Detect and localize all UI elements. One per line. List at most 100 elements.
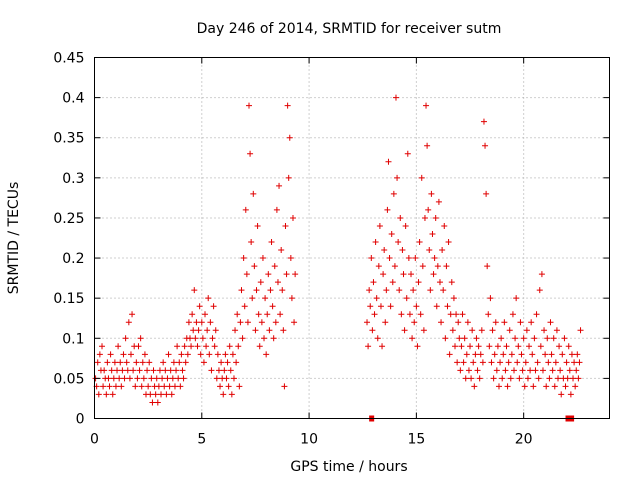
data-point xyxy=(457,367,464,374)
data-point xyxy=(264,311,271,318)
data-point xyxy=(247,150,254,157)
data-point xyxy=(171,383,178,390)
data-point xyxy=(212,327,219,334)
data-point xyxy=(562,383,569,390)
data-point xyxy=(453,311,460,318)
data-point xyxy=(207,319,214,326)
data-point xyxy=(369,327,376,334)
data-point xyxy=(415,279,422,286)
data-point xyxy=(388,230,395,237)
data-point xyxy=(248,239,255,246)
data-point xyxy=(428,190,435,197)
data-point xyxy=(485,311,492,318)
data-point xyxy=(377,303,384,310)
data-point xyxy=(561,335,568,342)
data-point xyxy=(573,367,580,374)
data-point xyxy=(132,383,139,390)
data-point xyxy=(154,399,161,406)
data-point xyxy=(575,375,582,382)
data-point xyxy=(519,367,526,374)
data-point xyxy=(375,263,382,270)
data-point xyxy=(366,287,373,294)
data-point xyxy=(549,367,556,374)
data-point xyxy=(523,327,530,334)
data-point xyxy=(205,295,212,302)
data-point xyxy=(243,271,250,278)
data-point xyxy=(536,287,543,294)
data-point xyxy=(282,222,289,229)
grid-layer xyxy=(94,57,610,419)
data-point xyxy=(448,279,455,286)
data-point xyxy=(137,335,144,342)
data-point xyxy=(167,367,174,374)
data-point xyxy=(206,351,213,358)
data-point xyxy=(447,311,454,318)
data-point xyxy=(127,351,134,358)
data-point xyxy=(489,327,496,334)
data-point xyxy=(251,263,258,270)
data-point xyxy=(553,327,560,334)
data-point xyxy=(165,351,172,358)
data-point xyxy=(134,375,141,382)
data-point xyxy=(409,335,416,342)
data-point xyxy=(372,239,379,246)
data-point xyxy=(285,174,292,181)
data-point xyxy=(150,367,157,374)
data-point xyxy=(181,343,188,350)
data-point xyxy=(124,367,131,374)
data-point xyxy=(240,255,247,262)
data-point xyxy=(491,351,498,358)
data-point xyxy=(130,367,137,374)
data-point xyxy=(427,287,434,294)
data-point xyxy=(433,303,440,310)
data-point xyxy=(566,367,573,374)
data-point xyxy=(175,375,182,382)
data-point xyxy=(454,359,461,366)
data-point xyxy=(574,351,581,358)
data-point xyxy=(144,367,151,374)
data-point xyxy=(193,319,200,326)
data-point xyxy=(364,319,371,326)
data-point xyxy=(176,359,183,366)
data-point xyxy=(272,319,279,326)
data-point xyxy=(135,343,142,350)
data-point xyxy=(508,351,515,358)
data-point xyxy=(208,367,215,374)
data-point xyxy=(465,367,472,374)
data-point xyxy=(390,190,397,197)
data-point xyxy=(109,391,116,398)
y-tick-label: 0.25 xyxy=(53,211,84,227)
data-point xyxy=(541,327,548,334)
data-point xyxy=(446,351,453,358)
data-point xyxy=(557,367,564,374)
data-point xyxy=(262,295,269,302)
data-point xyxy=(486,343,493,350)
data-point xyxy=(471,383,478,390)
data-point xyxy=(495,383,502,390)
y-tick-label: 0.1 xyxy=(62,331,84,347)
data-point xyxy=(217,383,224,390)
data-point xyxy=(147,391,154,398)
data-point xyxy=(479,359,486,366)
data-point xyxy=(563,359,570,366)
data-point xyxy=(546,375,553,382)
data-point xyxy=(371,311,378,318)
data-point xyxy=(473,335,480,342)
y-tick-label: 0.05 xyxy=(53,371,84,387)
data-point xyxy=(225,383,232,390)
data-point xyxy=(237,319,244,326)
data-point xyxy=(177,383,184,390)
data-point xyxy=(173,367,180,374)
data-point xyxy=(571,359,578,366)
data-point xyxy=(263,351,270,358)
data-point xyxy=(180,375,187,382)
data-point xyxy=(413,303,420,310)
data-point xyxy=(215,367,222,374)
data-point xyxy=(572,383,579,390)
data-point xyxy=(184,351,191,358)
data-point xyxy=(265,271,272,278)
data-point xyxy=(494,343,501,350)
data-point xyxy=(383,287,390,294)
data-point xyxy=(530,383,537,390)
data-point xyxy=(516,375,523,382)
